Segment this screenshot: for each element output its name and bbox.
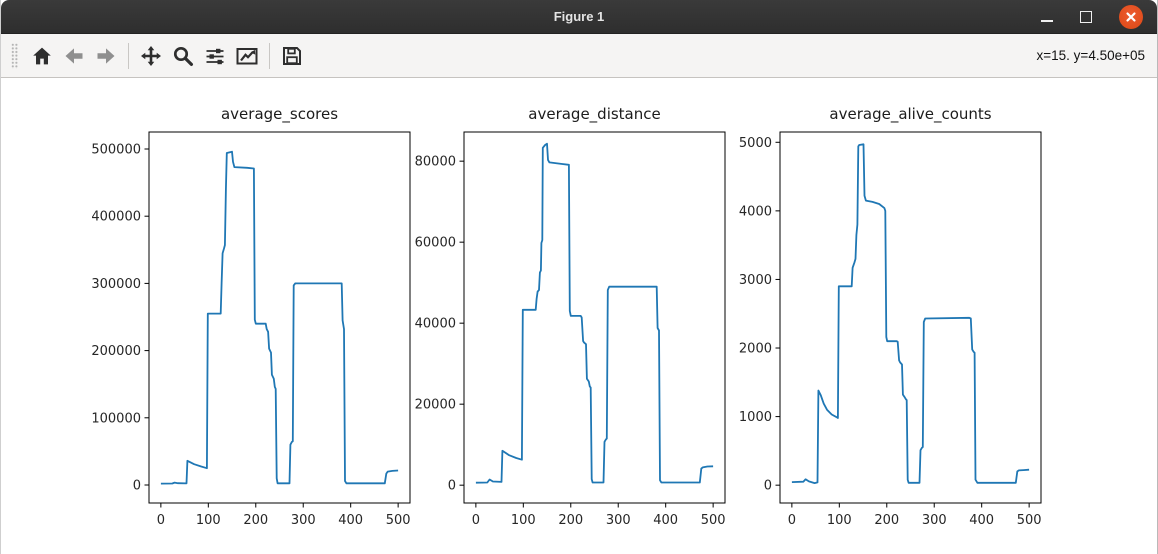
titlebar[interactable]: Figure 1 — [1, 0, 1157, 34]
window-title: Figure 1 — [553, 9, 605, 24]
sliders-icon — [206, 48, 224, 64]
y-tick-label: 100000 — [91, 411, 141, 426]
subplot-title: average_scores — [220, 105, 339, 123]
y-tick-label: 3000 — [739, 273, 772, 288]
zoom-rect-button[interactable] — [168, 40, 198, 72]
y-tick-label: 60000 — [415, 236, 456, 251]
zoom-magnifier-icon — [173, 46, 193, 66]
y-tick-label: 0 — [448, 479, 456, 494]
x-tick-label: 500 — [386, 513, 411, 528]
toolbar-separator — [128, 42, 129, 69]
x-tick-label: 200 — [243, 513, 268, 528]
y-tick-label: 2000 — [739, 342, 772, 357]
maximize-icon — [1080, 10, 1092, 23]
subplot-axes-average-alive-counts[interactable]: 0 1000 2000 3000 4000 5000 0 100 200 300 400 500 — [718, 124, 1049, 543]
floppy-save-icon — [283, 46, 301, 65]
toolbar: x=15. y=4.50e+05 — [1, 34, 1157, 78]
data-line-average_scores — [160, 150, 399, 485]
x-tick-label: 100 — [196, 513, 221, 528]
x-tick-label: 200 — [558, 513, 583, 528]
x-tick-label: 100 — [511, 513, 536, 528]
toolbar-grip-handle[interactable] — [11, 42, 18, 69]
back-arrow-icon — [65, 47, 83, 64]
y-tick-label: 0 — [764, 479, 772, 494]
x-tick-label: 300 — [922, 513, 947, 528]
x-tick-label: 100 — [827, 513, 852, 528]
data-line-average_distance — [475, 142, 714, 484]
y-tick-label: 0 — [133, 478, 141, 493]
y-tick-label: 5000 — [739, 136, 772, 151]
maximize-button[interactable] — [1080, 10, 1092, 23]
configure-subplots-button[interactable] — [200, 40, 230, 72]
y-tick-label: 40000 — [415, 317, 456, 332]
forward-button[interactable] — [91, 40, 121, 72]
cursor-position-status: x=15. y=4.50e+05 — [1036, 48, 1145, 63]
x-tick-label: 0 — [157, 513, 165, 528]
y-tick-label: 200000 — [91, 344, 141, 359]
x-tick-label: 500 — [1017, 513, 1042, 528]
y-tick-label: 500000 — [91, 143, 141, 158]
pan-button[interactable] — [136, 40, 166, 72]
close-icon — [1126, 11, 1136, 22]
subplot-axes-average-scores[interactable]: 0 100000 200000 300000 400000 500000 0 100 200 30… — [87, 124, 418, 543]
x-tick-label: 400 — [653, 513, 678, 528]
y-tick-label: 4000 — [739, 204, 772, 219]
home-icon — [33, 47, 51, 64]
y-tick-label: 80000 — [415, 155, 456, 170]
minimize-button[interactable] — [1041, 12, 1053, 22]
data-line-average_alive_counts — [791, 143, 1030, 485]
axes-spines — [779, 131, 1042, 504]
edit-axes-button[interactable] — [232, 40, 262, 72]
x-tick-label: 500 — [701, 513, 726, 528]
x-tick-label: 300 — [606, 513, 631, 528]
close-button[interactable] — [1119, 4, 1143, 29]
minimize-icon — [1041, 19, 1053, 22]
x-tick-label: 400 — [969, 513, 994, 528]
back-button[interactable] — [59, 40, 89, 72]
y-tick-label: 300000 — [91, 277, 141, 292]
y-tick-label: 400000 — [91, 210, 141, 225]
x-tick-label: 300 — [291, 513, 316, 528]
x-tick-label: 0 — [472, 513, 480, 528]
y-tick-label: 20000 — [415, 398, 456, 413]
save-button[interactable] — [277, 40, 307, 72]
pan-move-icon — [141, 45, 161, 66]
toolbar-separator — [269, 42, 270, 69]
figure-canvas[interactable]: average_scores average_distance average_… — [1, 78, 1157, 554]
axes-spines — [148, 131, 411, 504]
subplot-axes-average-distance[interactable]: 0 20000 40000 60000 80000 0 100 200 300 400 500 — [402, 124, 733, 543]
axes-spines — [463, 131, 726, 504]
x-tick-label: 0 — [788, 513, 796, 528]
x-tick-label: 400 — [338, 513, 363, 528]
line-chart-icon — [236, 47, 258, 64]
subplot-title: average_distance — [528, 105, 661, 123]
y-tick-label: 1000 — [739, 410, 772, 425]
x-tick-label: 200 — [874, 513, 899, 528]
forward-arrow-icon — [97, 47, 115, 64]
subplot-title: average_alive_counts — [829, 105, 992, 123]
home-button[interactable] — [27, 40, 57, 72]
